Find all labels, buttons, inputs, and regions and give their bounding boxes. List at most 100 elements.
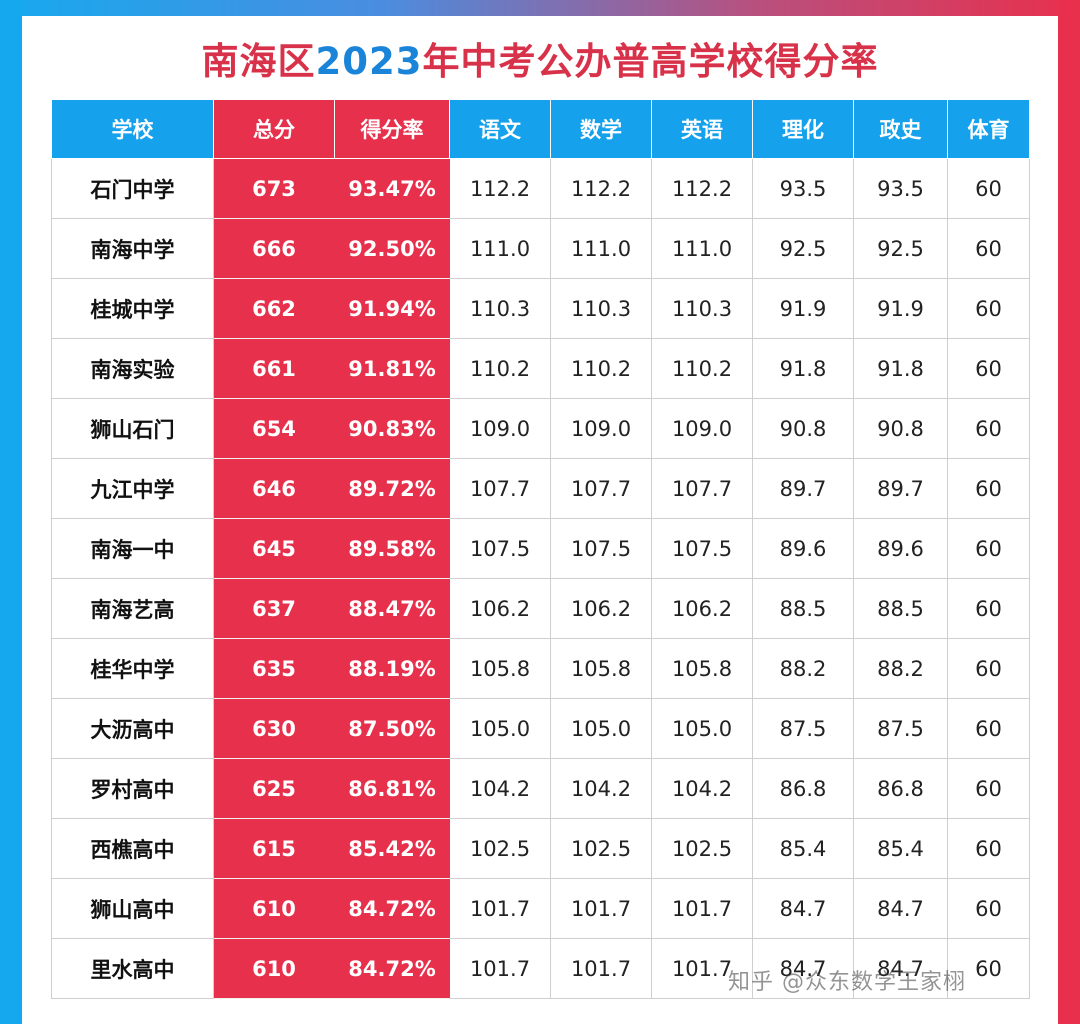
- cell-physchem: 86.8: [752, 758, 854, 819]
- cell-total: 673: [213, 158, 335, 219]
- cell-math: 110.2: [550, 338, 652, 399]
- cell-school: 大沥高中: [51, 698, 214, 759]
- table-row: 里水高中 610 84.72% 101.7 101.7 101.7 84.7 84.7 60: [51, 938, 1030, 999]
- cell-physchem: 88.5: [752, 578, 854, 639]
- cell-total: 654: [213, 398, 335, 459]
- cell-chinese: 101.7: [449, 938, 551, 999]
- cell-polhist: 88.5: [853, 578, 948, 639]
- cell-school: 石门中学: [51, 158, 214, 219]
- cell-polhist: 89.6: [853, 518, 948, 579]
- cell-polhist: 84.7: [853, 938, 948, 999]
- cell-rate: 84.72%: [334, 938, 450, 999]
- cell-rate: 90.83%: [334, 398, 450, 459]
- cell-polhist: 92.5: [853, 218, 948, 279]
- cell-physchem: 91.8: [752, 338, 854, 399]
- cell-polhist: 86.8: [853, 758, 948, 819]
- cell-total: 615: [213, 818, 335, 879]
- cell-school: 桂城中学: [51, 278, 214, 339]
- table-row: 九江中学 646 89.72% 107.7 107.7 107.7 89.7 89.7 60: [51, 458, 1030, 519]
- cell-english: 109.0: [651, 398, 753, 459]
- cell-rate: 86.81%: [334, 758, 450, 819]
- cell-english: 104.2: [651, 758, 753, 819]
- cell-pe: 60: [947, 638, 1030, 699]
- table-row: 南海一中 645 89.58% 107.5 107.5 107.5 89.6 89.6 60: [51, 518, 1030, 579]
- cell-math: 107.7: [550, 458, 652, 519]
- cell-math: 111.0: [550, 218, 652, 279]
- table-row: 大沥高中 630 87.50% 105.0 105.0 105.0 87.5 87.5 60: [51, 698, 1030, 759]
- cell-polhist: 85.4: [853, 818, 948, 879]
- cell-school: 罗村高中: [51, 758, 214, 819]
- cell-math: 106.2: [550, 578, 652, 639]
- header-physchem: 理化: [752, 99, 854, 159]
- cell-total: 610: [213, 938, 335, 999]
- cell-english: 105.0: [651, 698, 753, 759]
- table-row: 狮山高中 610 84.72% 101.7 101.7 101.7 84.7 84.7 60: [51, 878, 1030, 939]
- cell-math: 112.2: [550, 158, 652, 219]
- table-row: 桂华中学 635 88.19% 105.8 105.8 105.8 88.2 88.2 60: [51, 638, 1030, 699]
- cell-rate: 88.47%: [334, 578, 450, 639]
- cell-chinese: 102.5: [449, 818, 551, 879]
- cell-total: 645: [213, 518, 335, 579]
- title-year: 2023: [315, 40, 423, 83]
- cell-english: 112.2: [651, 158, 753, 219]
- cell-school: 西樵高中: [51, 818, 214, 879]
- cell-english: 110.2: [651, 338, 753, 399]
- table-row: 狮山石门 654 90.83% 109.0 109.0 109.0 90.8 90.8 60: [51, 398, 1030, 459]
- cell-chinese: 109.0: [449, 398, 551, 459]
- cell-english: 102.5: [651, 818, 753, 879]
- header-pe: 体育: [947, 99, 1030, 159]
- cell-english: 107.7: [651, 458, 753, 519]
- cell-pe: 60: [947, 938, 1030, 999]
- cell-chinese: 106.2: [449, 578, 551, 639]
- cell-school: 桂华中学: [51, 638, 214, 699]
- cell-school: 狮山高中: [51, 878, 214, 939]
- cell-pe: 60: [947, 218, 1030, 279]
- cell-chinese: 101.7: [449, 878, 551, 939]
- cell-chinese: 110.2: [449, 338, 551, 399]
- cell-rate: 93.47%: [334, 158, 450, 219]
- cell-school: 南海艺高: [51, 578, 214, 639]
- cell-polhist: 89.7: [853, 458, 948, 519]
- header-row: 学校 总分 得分率 语文 数学 英语 理化 政史 体育: [51, 99, 1030, 159]
- header-math: 数学: [550, 99, 652, 159]
- cell-total: 610: [213, 878, 335, 939]
- cell-chinese: 105.0: [449, 698, 551, 759]
- page-title: 南海区2023年中考公办普高学校得分率: [22, 40, 1058, 84]
- cell-physchem: 90.8: [752, 398, 854, 459]
- cell-total: 662: [213, 278, 335, 339]
- right-frame-edge: [1058, 0, 1080, 1024]
- cell-rate: 85.42%: [334, 818, 450, 879]
- cell-english: 111.0: [651, 218, 753, 279]
- cell-polhist: 88.2: [853, 638, 948, 699]
- cell-chinese: 107.7: [449, 458, 551, 519]
- cell-polhist: 84.7: [853, 878, 948, 939]
- header-total: 总分: [213, 99, 335, 159]
- cell-english: 105.8: [651, 638, 753, 699]
- cell-physchem: 89.6: [752, 518, 854, 579]
- cell-school: 南海中学: [51, 218, 214, 279]
- cell-pe: 60: [947, 338, 1030, 399]
- cell-rate: 84.72%: [334, 878, 450, 939]
- cell-physchem: 92.5: [752, 218, 854, 279]
- cell-total: 646: [213, 458, 335, 519]
- cell-english: 110.3: [651, 278, 753, 339]
- cell-math: 104.2: [550, 758, 652, 819]
- cell-physchem: 84.7: [752, 878, 854, 939]
- cell-school: 九江中学: [51, 458, 214, 519]
- cell-polhist: 91.9: [853, 278, 948, 339]
- table-row: 桂城中学 662 91.94% 110.3 110.3 110.3 91.9 91.9 60: [51, 278, 1030, 339]
- cell-rate: 88.19%: [334, 638, 450, 699]
- cell-physchem: 89.7: [752, 458, 854, 519]
- cell-pe: 60: [947, 698, 1030, 759]
- cell-rate: 92.50%: [334, 218, 450, 279]
- cell-chinese: 105.8: [449, 638, 551, 699]
- cell-chinese: 111.0: [449, 218, 551, 279]
- cell-pe: 60: [947, 578, 1030, 639]
- cell-chinese: 112.2: [449, 158, 551, 219]
- cell-total: 637: [213, 578, 335, 639]
- cell-polhist: 90.8: [853, 398, 948, 459]
- title-suffix: 年中考公办普高学校得分率: [422, 40, 879, 83]
- cell-math: 105.8: [550, 638, 652, 699]
- cell-math: 109.0: [550, 398, 652, 459]
- cell-total: 635: [213, 638, 335, 699]
